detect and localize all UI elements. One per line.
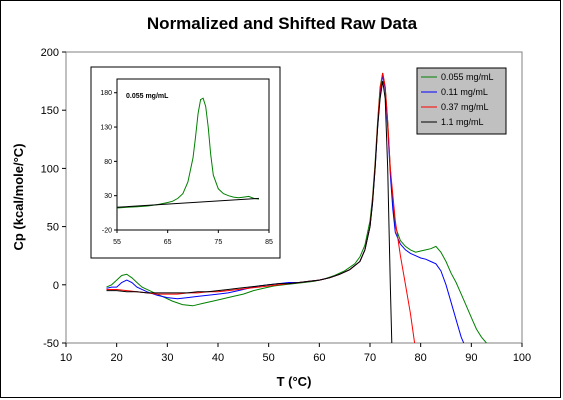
inset-y-tick-label: 30 xyxy=(104,193,112,200)
x-tick-label: 50 xyxy=(263,352,275,364)
x-tick-label: 20 xyxy=(111,352,123,364)
inset-y-tick-label: 180 xyxy=(100,90,112,97)
x-tick-label: 100 xyxy=(513,352,531,364)
legend-label-3: 0.37 mg/mL xyxy=(441,102,489,112)
y-axis-label: Cp (kcal/mole/°C) xyxy=(11,143,26,250)
y-tick-label: 100 xyxy=(41,163,59,175)
inset-y-tick-label: 130 xyxy=(100,125,112,132)
series-line-4 xyxy=(106,81,393,343)
series-line-1 xyxy=(106,72,487,343)
x-axis: 10 20 30 40 50 60 70 80 90 100 xyxy=(60,343,531,364)
legend-label-4: 1.1 mg/mL xyxy=(441,117,484,127)
legend-label-2: 0.11 mg/mL xyxy=(441,87,488,97)
inset-x-tick-label: 55 xyxy=(113,239,121,246)
x-tick-label: 70 xyxy=(364,352,376,364)
inset-series-line-1 xyxy=(116,97,259,209)
inset-title: 0.055 mg/mL xyxy=(126,93,169,100)
y-axis: -50 0 50 100 150 200 xyxy=(41,47,66,350)
y-tick-label: -50 xyxy=(43,338,59,350)
chart-title: Normalized and Shifted Raw Data xyxy=(147,14,418,33)
legend: 0.055 mg/mL 0.11 mg/mL 0.37 mg/mL 1.1 mg/mL xyxy=(416,67,507,135)
inset-x-tick-label: 65 xyxy=(164,239,172,246)
inset-axes: -20 30 80 130 180 55 65 75 85 xyxy=(100,90,273,246)
series-layer xyxy=(106,72,487,343)
x-tick-label: 60 xyxy=(313,352,325,364)
inset-series-layer xyxy=(116,97,259,209)
x-tick-label: 10 xyxy=(60,352,72,364)
x-tick-label: 90 xyxy=(465,352,477,364)
inset-series-line-2 xyxy=(116,197,259,208)
inset-x-tick-label: 85 xyxy=(265,239,273,246)
x-tick-label: 80 xyxy=(415,352,427,364)
x-axis-label: T (°C) xyxy=(277,374,312,389)
y-tick-label: 150 xyxy=(41,105,59,117)
legend-label-1: 0.055 mg/mL xyxy=(441,72,494,82)
y-tick-label: 200 xyxy=(41,47,59,59)
y-tick-label: 0 xyxy=(53,280,59,292)
inset-x-tick-label: 75 xyxy=(214,239,222,246)
inset-y-tick-label: 80 xyxy=(104,159,112,166)
x-tick-label: 40 xyxy=(212,352,224,364)
legend-box xyxy=(416,67,507,135)
inset-chart: -20 30 80 130 180 55 65 75 85 0.055 mg/mL xyxy=(90,66,281,259)
y-tick-label: 50 xyxy=(47,222,59,234)
inset-y-tick-label: -20 xyxy=(102,228,112,235)
x-tick-label: 30 xyxy=(161,352,173,364)
